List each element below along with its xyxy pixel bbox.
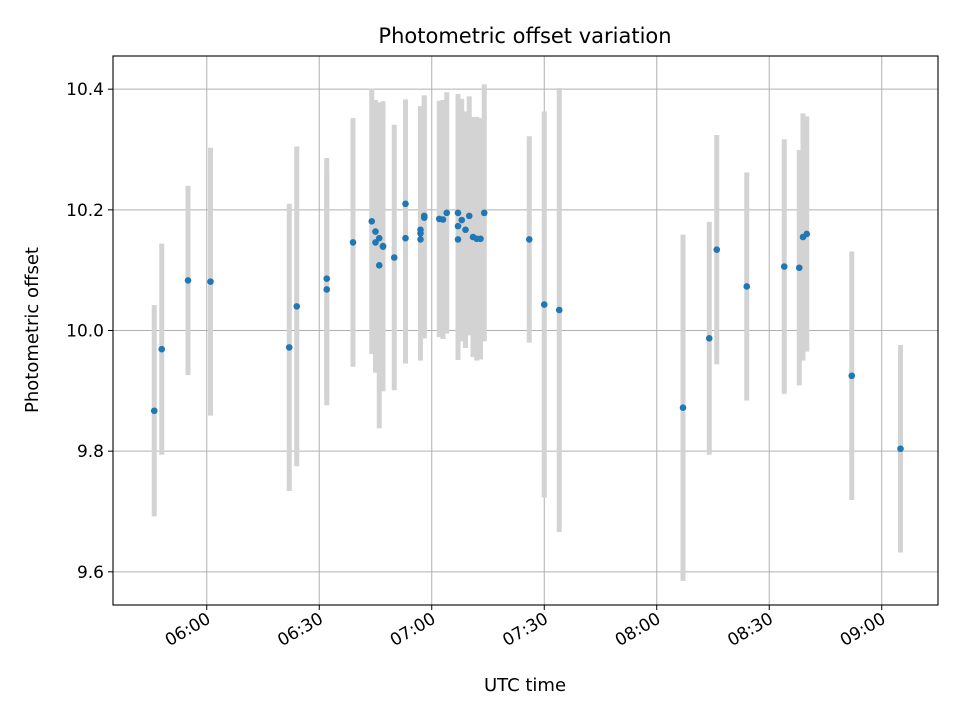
x-tick-label: 07:00 — [387, 609, 439, 651]
data-point — [379, 243, 387, 250]
data-point — [402, 200, 409, 208]
data-point — [705, 335, 713, 342]
data-point — [480, 209, 488, 217]
y-axis-label: Photometric offset — [22, 247, 43, 413]
data-point — [443, 209, 451, 217]
data-point — [525, 236, 533, 243]
y-tick-label: 10.4 — [66, 80, 104, 100]
y-tick-label: 10.2 — [66, 201, 104, 221]
data-points — [150, 200, 904, 453]
data-point — [465, 212, 473, 220]
data-point — [372, 239, 379, 246]
data-point — [184, 277, 192, 284]
x-tick-label: 06:30 — [274, 609, 326, 651]
data-point — [848, 372, 856, 380]
data-point — [462, 226, 469, 234]
data-point — [207, 278, 214, 285]
data-point — [417, 230, 424, 237]
data-point — [390, 254, 398, 261]
y-tick-label: 9.8 — [77, 442, 104, 462]
data-point — [743, 283, 751, 290]
data-point — [323, 286, 331, 293]
data-point — [368, 218, 376, 225]
x-axis-label: UTC time — [484, 675, 566, 696]
data-point — [454, 222, 462, 230]
data-point — [417, 236, 424, 243]
data-point — [150, 407, 158, 415]
data-point — [897, 445, 904, 453]
data-point — [375, 262, 383, 269]
data-point — [555, 306, 563, 314]
x-tick-label: 09:00 — [837, 609, 889, 651]
data-point — [375, 234, 383, 242]
data-point — [158, 345, 166, 353]
y-tick-label: 9.6 — [77, 563, 104, 583]
grid-lines — [113, 56, 938, 605]
x-tick-label: 07:30 — [499, 609, 551, 651]
data-point — [420, 214, 428, 221]
data-point — [372, 228, 379, 235]
data-point — [454, 209, 462, 217]
error-bars — [151, 84, 903, 581]
y-tick-label: 10.0 — [66, 322, 104, 342]
data-point — [713, 246, 721, 253]
chart-title: Photometric offset variation — [378, 24, 671, 48]
data-point — [285, 344, 293, 351]
data-point — [349, 239, 357, 246]
x-tick-label: 08:00 — [612, 609, 664, 651]
y-axis-ticks: 9.6 9.8 10.0 10.2 10.4 — [66, 80, 113, 583]
data-point — [323, 275, 331, 282]
x-tick-label: 06:00 — [162, 609, 214, 651]
data-point — [454, 236, 462, 243]
x-tick-label: 08:30 — [724, 609, 776, 651]
x-axis-ticks: 06:00 06:30 07:00 07:30 08:00 08:30 09:00 — [162, 605, 889, 651]
data-point — [402, 234, 409, 242]
data-point — [477, 235, 484, 243]
data-point — [795, 264, 803, 272]
data-point — [293, 303, 301, 310]
data-point — [803, 230, 811, 238]
data-point — [780, 263, 788, 270]
data-point — [540, 301, 548, 308]
data-point — [458, 216, 466, 224]
data-point — [679, 404, 687, 412]
data-point — [439, 216, 447, 223]
